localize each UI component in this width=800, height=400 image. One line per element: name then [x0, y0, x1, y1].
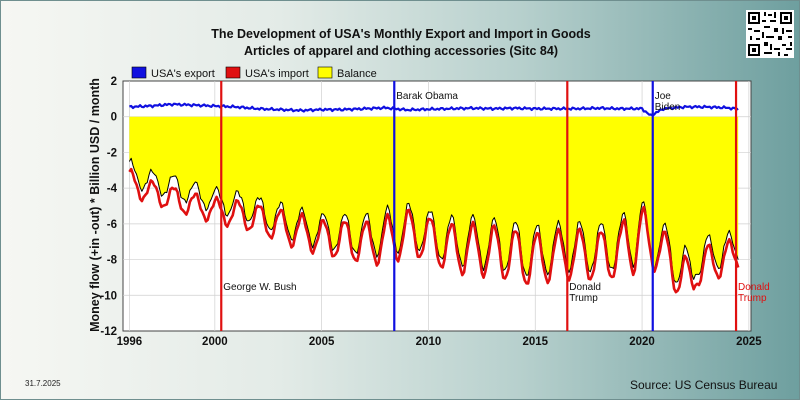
president-marker-label: Donald Trump [569, 282, 601, 304]
legend: USA's export USA's import Balance [131, 66, 377, 80]
president-marker-label: Donald Trump [738, 282, 770, 304]
x-tick-label: 1996 [117, 336, 143, 348]
legend-item-balance: Balance [317, 66, 377, 80]
y-tick-label: -8 [107, 255, 118, 267]
legend-swatch-export [131, 66, 147, 79]
y-tick-label: 2 [111, 76, 117, 88]
qr-code-icon [746, 10, 794, 58]
y-tick-label: -6 [107, 219, 117, 231]
y-ticks: 2 0 -2 -4 -6 -8 -10 -12 [100, 76, 117, 338]
chart-title-line1: The Development of USA's Monthly Export … [211, 27, 591, 41]
legend-swatch-balance [317, 66, 333, 79]
legend-swatch-import [225, 66, 241, 79]
president-marker-label: Joe Biden [655, 91, 681, 113]
y-tick-label: -4 [107, 183, 118, 195]
x-tick-label: 2000 [202, 336, 228, 348]
x-tick-label: 2010 [416, 336, 442, 348]
president-marker-label: George W. Bush [223, 282, 296, 293]
legend-label-import: USA's import [245, 68, 309, 80]
y-tick-label: -10 [100, 290, 117, 302]
legend-item-export: USA's export [131, 66, 215, 80]
x-tick-label: 2015 [522, 336, 548, 348]
vertical-markers: George W. Bush Barak Obama Donald Trump Joe B… [220, 81, 770, 331]
chart-title-line2: Articles of apparel and clothing accesso… [244, 44, 558, 58]
y-tick-label: -12 [100, 326, 117, 338]
x-tick-label: 2020 [629, 336, 655, 348]
x-tick-label: 2025 [736, 336, 762, 348]
chart-marks [128, 102, 740, 294]
legend-item-import: USA's import [225, 66, 309, 80]
balance-area [129, 116, 739, 283]
legend-label-export: USA's export [151, 68, 215, 80]
source-note: Source: US Census Bureau [630, 378, 778, 392]
y-tick-label: -2 [107, 147, 117, 159]
import-series-line [128, 167, 740, 294]
x-ticks: 1996 2000 2005 2010 2015 2020 2025 [117, 336, 763, 348]
legend-label-balance: Balance [337, 68, 377, 80]
export-series-line [129, 102, 739, 117]
x-tick-label: 2005 [309, 336, 335, 348]
date-stamp: 31.7.2025 [25, 379, 61, 388]
president-marker-label: Barak Obama [396, 91, 458, 102]
y-tick-label: 0 [111, 112, 117, 124]
